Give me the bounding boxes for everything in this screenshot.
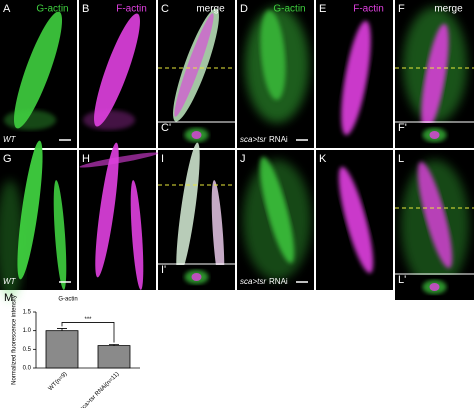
- panel-label: K: [319, 153, 327, 165]
- panel-label: F: [398, 3, 405, 15]
- panel-label: G: [3, 153, 12, 165]
- genotype: sca>tsr RNAi: [240, 277, 288, 286]
- cell: [174, 13, 214, 117]
- stain-label: merge: [434, 4, 463, 15]
- micrograph-content: [0, 140, 67, 300]
- error-bar: [109, 344, 119, 346]
- micrograph-content: [403, 7, 467, 133]
- panel: I' I: [158, 142, 235, 290]
- cell: [95, 142, 119, 278]
- x-tick-label: sca>tsr RNAi(n=11): [79, 371, 120, 408]
- panel-label: A: [3, 3, 11, 15]
- panel-label: D: [240, 3, 248, 15]
- genotype-name: sca>tsr: [240, 135, 266, 144]
- cell: [260, 10, 286, 100]
- panel: E F-actin: [316, 0, 393, 148]
- panel: F' F merge: [395, 0, 474, 148]
- cell: [53, 180, 67, 290]
- micrograph-content: [243, 156, 311, 280]
- genotype-suffix: RNAi: [269, 277, 288, 286]
- panel-label: M: [4, 292, 13, 304]
- y-tick-label: 1.0: [23, 328, 32, 334]
- micrograph-content: [4, 11, 63, 130]
- cell: [259, 156, 295, 264]
- panel-label: L: [398, 153, 404, 165]
- micrograph-content: [173, 8, 219, 122]
- panel: C' C merge: [158, 0, 235, 148]
- cell: [83, 110, 135, 130]
- micrograph-content: [176, 142, 225, 290]
- panel-label: J: [240, 153, 246, 165]
- genotype-name: WT: [3, 135, 17, 144]
- chart-title: G-actin: [58, 297, 77, 303]
- panel-label: B: [82, 3, 89, 15]
- inset-section: [191, 273, 202, 281]
- micrograph-content: [83, 13, 140, 130]
- micrograph-content: [79, 142, 159, 290]
- genotype-name: sca>tsr: [240, 277, 266, 286]
- micrograph-content: [245, 7, 309, 123]
- micrograph-content: [401, 160, 469, 290]
- inset-label: L': [398, 274, 406, 286]
- micrograph-content: [341, 20, 371, 136]
- panel: H: [79, 142, 159, 290]
- cell: [130, 180, 144, 290]
- stain-label: F-actin: [353, 4, 384, 15]
- x-tick-label: WT(n=9): [48, 371, 69, 392]
- cell: [4, 110, 56, 130]
- genotype: WT: [3, 135, 17, 144]
- cell: [94, 13, 140, 127]
- panel: D G-actin sca>tsr RNAi: [237, 0, 314, 148]
- cell: [0, 180, 24, 300]
- inset-label: F': [398, 122, 407, 134]
- cell: [79, 152, 159, 168]
- panel-label: C: [161, 3, 169, 15]
- stain-label: F-actin: [116, 4, 147, 15]
- error-bar: [57, 328, 67, 331]
- stain-label: G-actin: [273, 4, 305, 15]
- y-axis-label: Normalized fluorescence intensity: [12, 295, 18, 385]
- bar: [97, 345, 131, 369]
- panel-label: I: [161, 153, 164, 165]
- inset-section: [191, 131, 202, 139]
- genotype: sca>tsr RNAi: [240, 135, 288, 144]
- cell: [417, 161, 453, 269]
- cell: [421, 23, 449, 133]
- panel: L' L: [395, 150, 474, 300]
- inset-label: I': [161, 264, 166, 276]
- inset-label: C': [161, 122, 171, 134]
- significance: ***: [84, 317, 92, 323]
- cell: [338, 166, 374, 274]
- genotype-name: WT: [3, 277, 17, 286]
- y-tick-label: 1.5: [23, 310, 32, 316]
- y-tick-label: 0.5: [23, 347, 32, 353]
- y-tick-label: 0.0: [23, 366, 32, 372]
- panel: K: [316, 150, 393, 290]
- panel: A G-actin WT: [0, 0, 77, 148]
- panel: G WT: [0, 140, 77, 300]
- cell: [13, 11, 63, 129]
- stain-label: G-actin: [36, 4, 68, 15]
- panel-label: H: [82, 153, 90, 165]
- panel-label: E: [319, 3, 326, 15]
- bar: [45, 330, 79, 369]
- inset-section: [429, 283, 440, 291]
- cell: [176, 142, 200, 278]
- panel: B F-actin: [79, 0, 156, 148]
- significance-bracket: [61, 322, 115, 343]
- cell: [341, 20, 371, 136]
- genotype: WT: [3, 277, 17, 286]
- micrograph-content: [338, 166, 374, 274]
- cell: [211, 180, 225, 290]
- genotype-suffix: RNAi: [269, 135, 288, 144]
- stain-label: merge: [196, 4, 225, 15]
- inset-section: [429, 131, 440, 139]
